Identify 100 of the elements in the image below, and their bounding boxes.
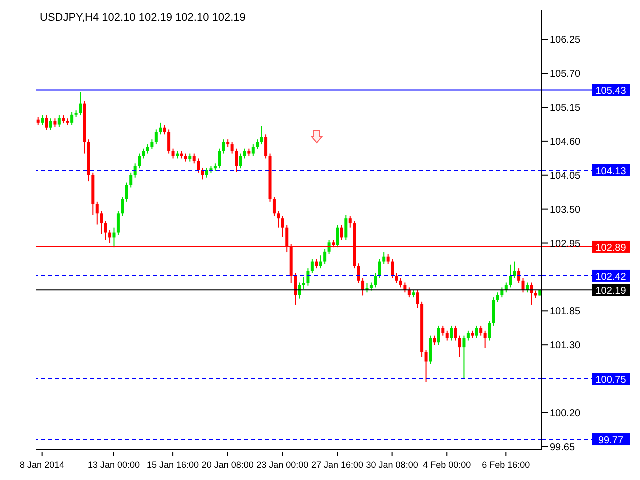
candlestick: [108, 230, 112, 244]
candlestick: [395, 273, 398, 284]
candlestick: [518, 268, 521, 284]
candlestick: [310, 258, 314, 274]
y-tick-label: 99.65: [550, 442, 576, 454]
candlestick: [206, 167, 209, 178]
candlestick: [58, 115, 61, 128]
candlestick: [324, 248, 327, 265]
candlestick: [243, 148, 246, 160]
candlestick: [277, 210, 280, 228]
candlestick: [298, 282, 302, 300]
candlestick: [315, 258, 318, 270]
candlestick: [146, 144, 150, 154]
candlestick: [272, 196, 276, 217]
candlestick: [116, 210, 120, 236]
candlestick: [49, 118, 52, 131]
x-tick-label: 8 Jan 2014: [20, 460, 65, 470]
candlestick: [138, 153, 142, 170]
y-tick-label: 100.20: [550, 408, 582, 420]
x-tick-label: 13 Jan 00:00: [88, 460, 140, 470]
candlestick: [504, 282, 508, 294]
y-tick-label: 105.15: [550, 103, 582, 114]
candlestick: [121, 196, 124, 217]
candlestick: [222, 139, 226, 154]
ref-line-label: 104.13: [596, 166, 627, 178]
ref-line-label: 99.77: [598, 436, 624, 447]
candlestick: [466, 330, 470, 342]
candlestick: [513, 261, 516, 279]
candlestick: [475, 325, 478, 339]
candlestick: [104, 220, 108, 241]
candlestick: [336, 224, 340, 248]
candlestick: [424, 350, 428, 383]
candlestick: [374, 273, 378, 288]
candlestick: [488, 320, 492, 342]
candlestick: [391, 258, 394, 279]
candlestick: [125, 182, 128, 202]
candlestick: [382, 252, 386, 265]
candlestick: [100, 210, 104, 235]
candlestick: [70, 112, 74, 126]
ref-line-label: 105.43: [596, 86, 627, 98]
candlestick: [328, 240, 331, 255]
candlestick: [428, 335, 432, 365]
candlestick: [163, 124, 166, 136]
x-tick-label: 23 Jan 00:00: [256, 460, 309, 470]
y-tick-label: 104.05: [550, 170, 582, 182]
x-tick-label: 4 Feb 00:00: [423, 460, 472, 470]
candlestick: [252, 144, 255, 157]
candlestick: [294, 273, 298, 306]
x-tick-label: 27 Jan 16:00: [311, 460, 364, 470]
candlestick: [218, 148, 222, 170]
candlestick: [201, 167, 204, 180]
candlestick: [264, 134, 268, 160]
candlestick: [197, 158, 200, 174]
candlestick: [239, 153, 242, 170]
y-tick-label: 103.50: [550, 204, 582, 216]
candlestick: [150, 139, 154, 150]
candlestick: [378, 258, 382, 279]
y-tick-label: 106.25: [550, 35, 582, 46]
candlestick: [192, 153, 196, 164]
y-tick-label: 104.60: [550, 136, 582, 148]
candlestick: [484, 330, 487, 349]
x-tick-label: 30 Jan 08:00: [366, 460, 418, 470]
candlestick: [159, 122, 162, 136]
ref-line-label: 100.75: [596, 375, 627, 386]
y-tick-label: 101.85: [550, 306, 582, 318]
candlestick: [480, 325, 483, 336]
y-tick-label: 101.30: [550, 340, 582, 352]
candlestick: [112, 227, 116, 248]
candlestick: [386, 254, 390, 265]
candlestick: [509, 264, 512, 288]
candlestick: [492, 297, 496, 326]
candlestick: [79, 92, 82, 116]
chart-title: USDJPY,H4 102.10 102.19 102.10 102.19: [40, 12, 246, 24]
candlestick: [134, 163, 137, 178]
candlestick: [319, 255, 322, 270]
candlestick: [340, 224, 344, 241]
candlestick: [168, 129, 171, 154]
candlestick: [230, 142, 234, 154]
candlestick: [433, 335, 436, 346]
x-tick-label: 20 Jan 08:00: [202, 460, 254, 470]
candlestick: [142, 148, 146, 160]
candlestick: [306, 268, 310, 286]
ref-line-label: 102.42: [596, 272, 627, 283]
candlestick: [458, 335, 462, 358]
ref-line-label: 102.19: [596, 286, 627, 298]
candlestick: [357, 263, 360, 284]
candlestick: [442, 325, 445, 336]
candlestick: [281, 216, 284, 238]
ref-line-label: 102.89: [596, 242, 627, 254]
candlestick: [454, 325, 458, 342]
candlestick: [362, 278, 365, 296]
candlestick: [496, 292, 500, 304]
candlestick: [41, 115, 44, 126]
candlestick: [522, 278, 525, 294]
candlestick: [96, 201, 99, 226]
candlestick: [437, 325, 440, 346]
candlestick: [235, 148, 238, 173]
x-tick-label: 6 Feb 16:00: [482, 460, 530, 470]
candlestick: [256, 139, 260, 150]
candlestick: [500, 287, 504, 298]
